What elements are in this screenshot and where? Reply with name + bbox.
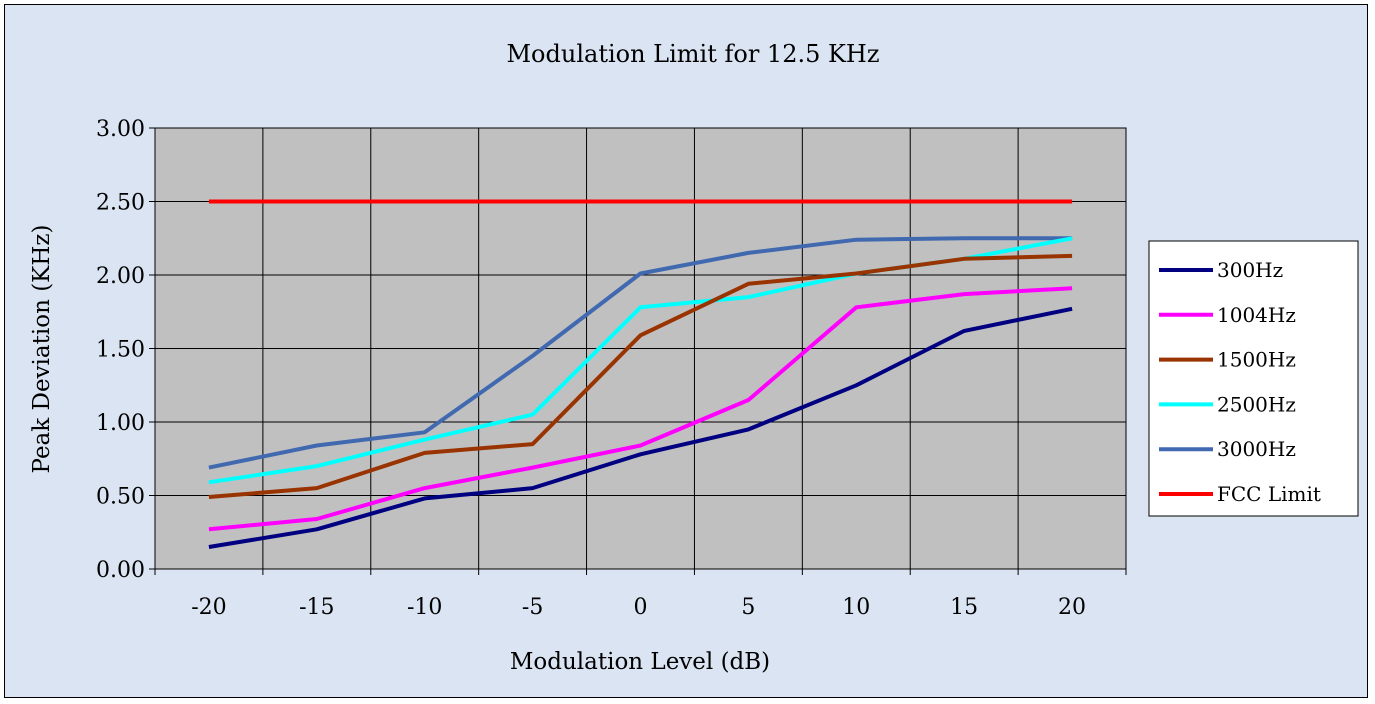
legend: 300Hz 1004Hz 1500Hz 2500Hz 3000Hz FCC Limit xyxy=(1159,258,1321,506)
x-axis-title: Modulation Level (dB) xyxy=(510,649,770,675)
legend-label-fcc-limit: FCC Limit xyxy=(1217,482,1321,506)
x-tick-label: 20 xyxy=(1058,595,1086,620)
legend-label-1500hz: 1500Hz xyxy=(1217,348,1296,372)
y-axis-ticks: 0.00 0.50 1.00 1.50 2.00 2.50 3.00 xyxy=(96,117,155,583)
legend-box xyxy=(1148,240,1359,517)
legend-label-1004hz: 1004Hz xyxy=(1217,303,1296,327)
x-tick-label: -20 xyxy=(191,595,226,620)
series-line-3000hz xyxy=(208,236,1073,470)
series-lines xyxy=(208,199,1073,549)
x-tick-label: 15 xyxy=(950,595,978,620)
y-tick-label: 0.00 xyxy=(96,558,145,583)
y-tick-label: 3.00 xyxy=(96,117,145,142)
legend-label-3000hz: 3000Hz xyxy=(1217,437,1296,461)
series-line-1500hz xyxy=(208,253,1073,499)
x-tick-label: 0 xyxy=(634,595,648,620)
x-axis-ticks: -20 -15 -10 -5 0 5 10 15 20 xyxy=(154,569,1127,620)
y-tick-label: 0.50 xyxy=(96,485,145,510)
x-tick-label: 10 xyxy=(842,595,870,620)
y-tick-label: 1.50 xyxy=(96,338,145,363)
x-tick-label: -5 xyxy=(522,595,543,620)
y-tick-label: 2.00 xyxy=(96,264,145,289)
legend-label-300hz: 300Hz xyxy=(1217,258,1283,282)
series-line-1004hz xyxy=(208,286,1073,532)
x-tick-label: -15 xyxy=(299,595,334,620)
chart-title: Modulation Limit for 12.5 KHz xyxy=(506,40,879,68)
x-tick-label: -10 xyxy=(407,595,442,620)
x-tick-label: 5 xyxy=(741,595,755,620)
legend-label-2500hz: 2500Hz xyxy=(1217,392,1296,416)
y-axis-title: Peak Deviation (KHz) xyxy=(29,224,55,473)
y-tick-label: 1.00 xyxy=(96,411,145,436)
y-tick-label: 2.50 xyxy=(96,191,145,216)
series-line-300hz xyxy=(208,306,1073,549)
